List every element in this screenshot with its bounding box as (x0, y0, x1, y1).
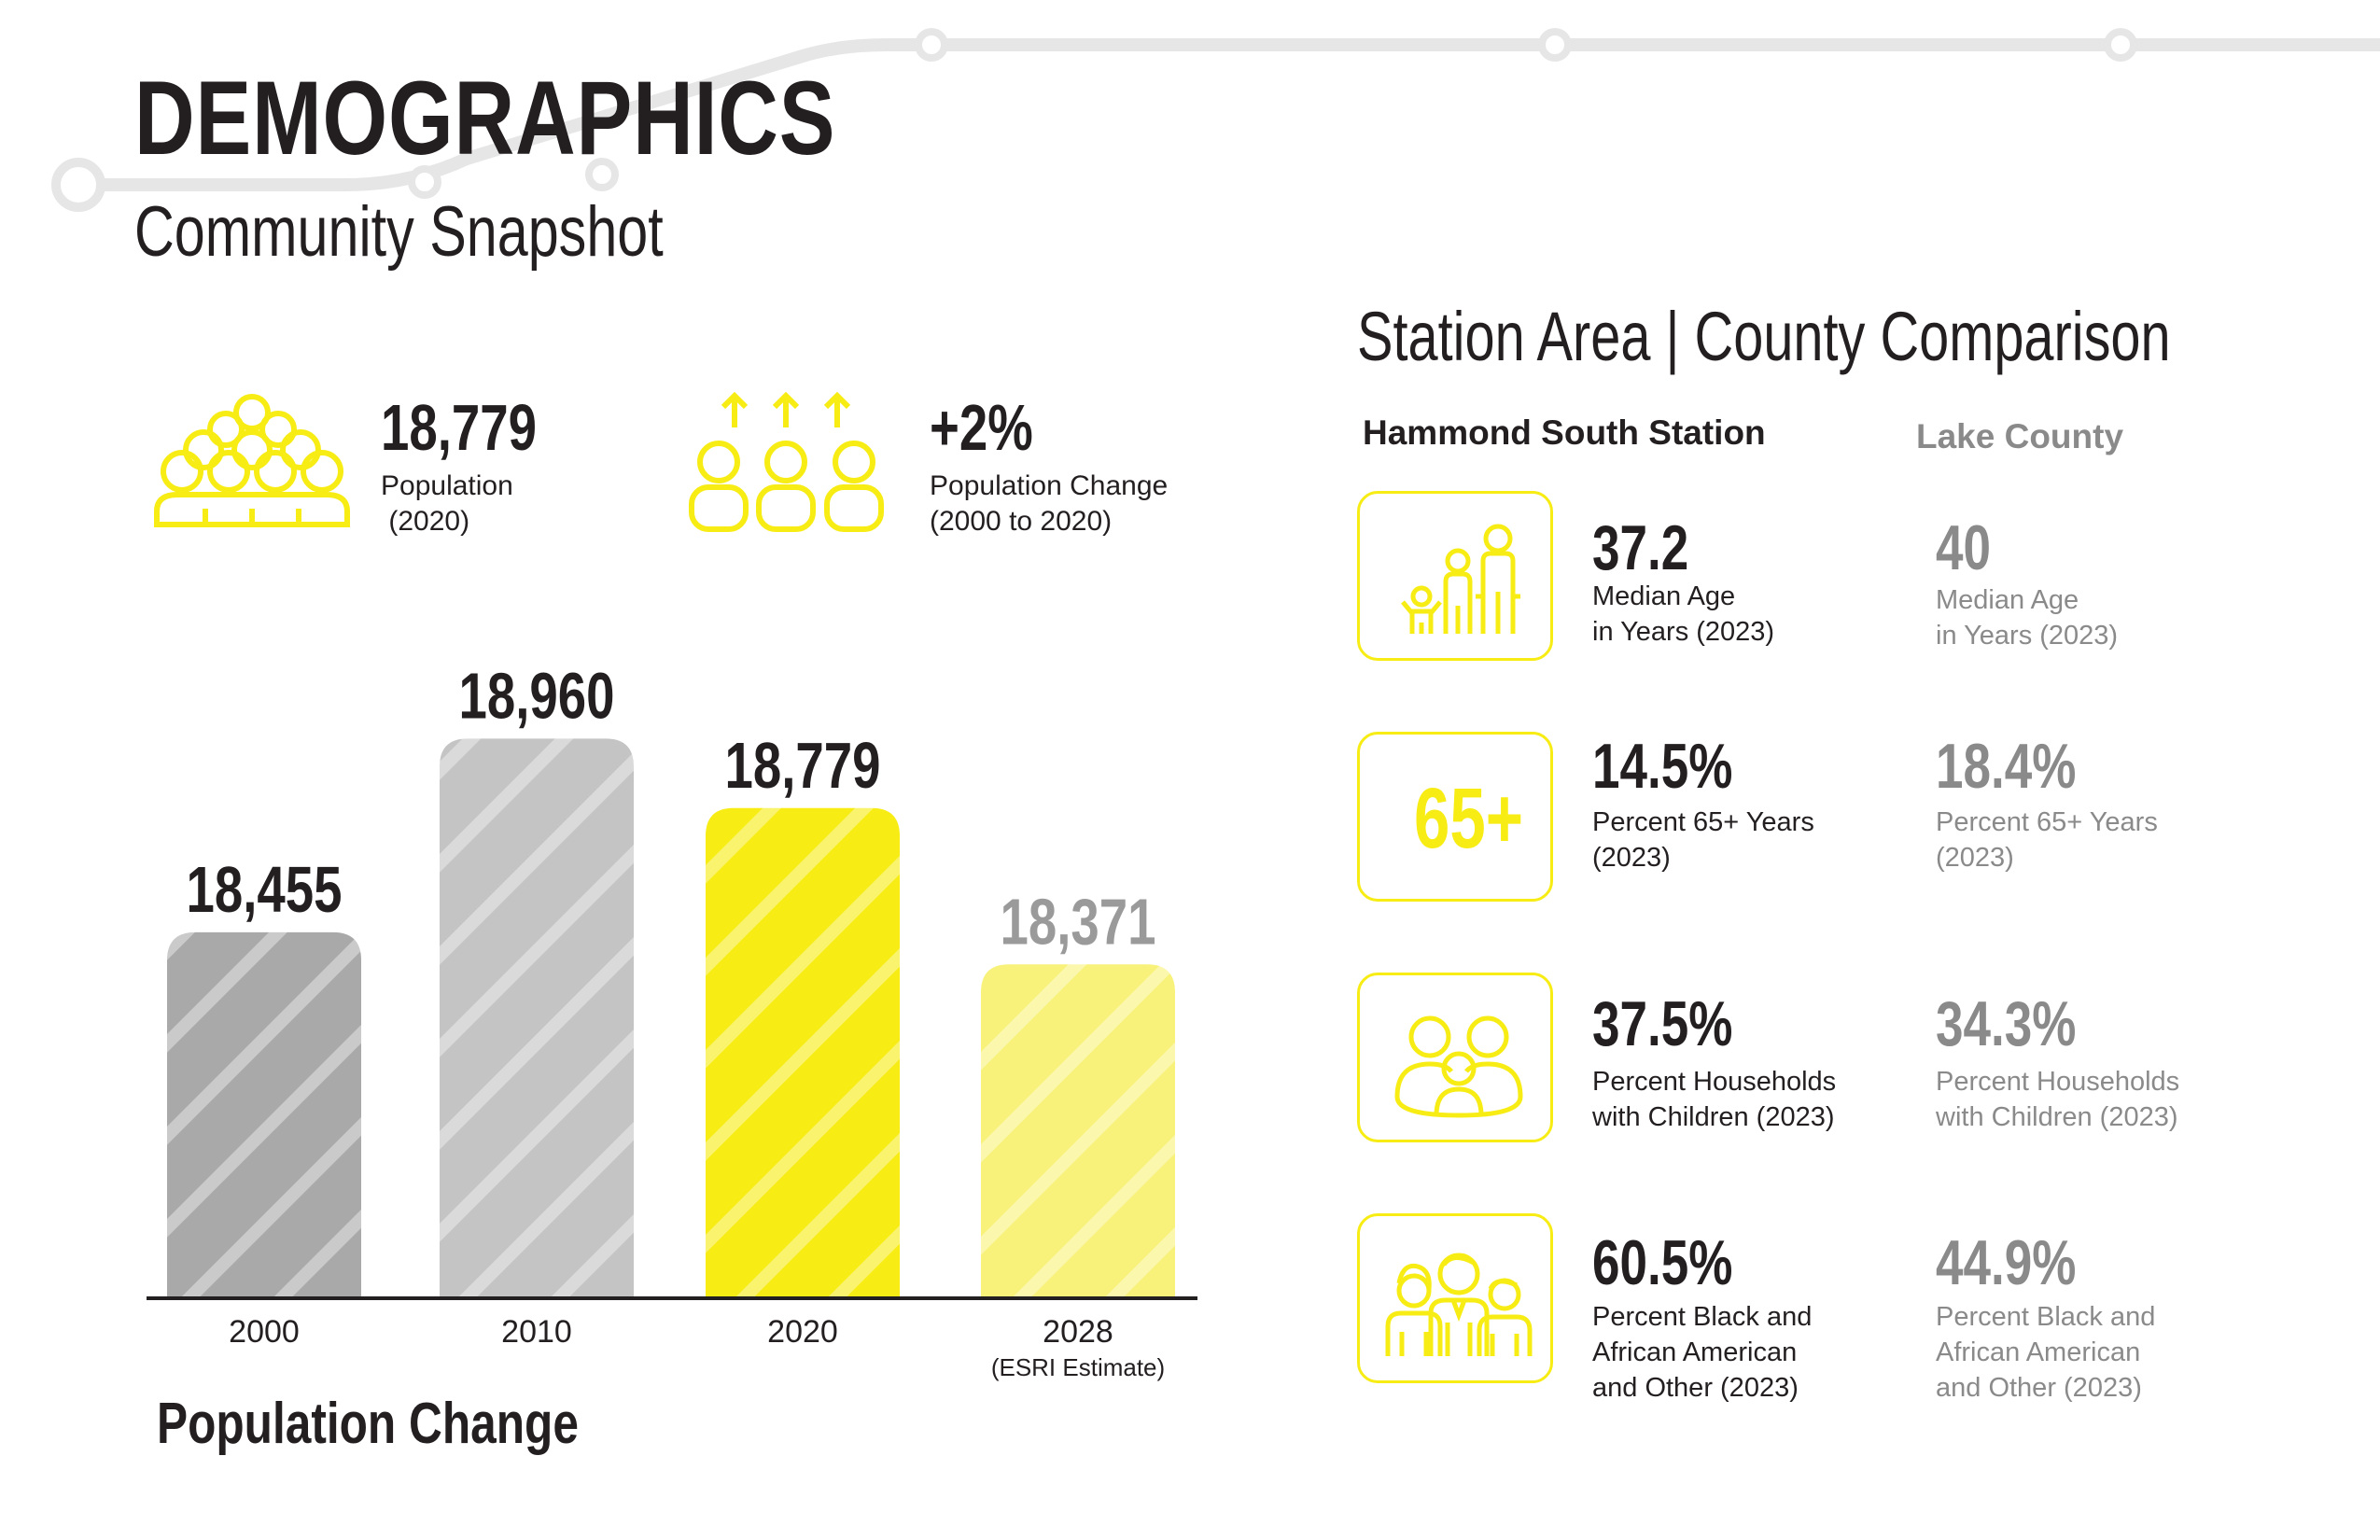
households-card (1357, 973, 1553, 1142)
station-65-label: Percent 65+ Years (2023) (1592, 807, 1814, 873)
bar-value-label: 18,371 (1001, 886, 1156, 959)
crowd-icon (154, 394, 350, 527)
bar-2010 (440, 738, 634, 1298)
population-label: Population (2020) (381, 470, 513, 537)
page-title: DEMOGRAPHICS (134, 60, 836, 176)
station-median-age-label: Median Age in Years (2023) (1592, 581, 1775, 647)
county-65-label: Percent 65+ Years (2023) (1936, 807, 2158, 873)
county-race-label: Percent Black and African American and O… (1936, 1302, 2156, 1403)
station-column-header: Hammond South Station (1363, 413, 1766, 452)
chart-title: Population Change (157, 1392, 579, 1456)
county-race-value: 44.9% (1936, 1227, 2077, 1298)
bar-2020 (706, 807, 900, 1298)
county-households-label: Percent Households with Children (2023) (1936, 1067, 2180, 1132)
race-card (1357, 1213, 1553, 1383)
median-age-card (1357, 491, 1553, 661)
transit-line-decoration (51, 28, 2380, 212)
county-column-header: Lake County (1916, 417, 2124, 455)
page-subtitle: Community Snapshot (134, 192, 664, 272)
bar-value-label: 18,960 (459, 660, 615, 733)
station-race-label: Percent Black and African American and O… (1592, 1302, 1813, 1403)
age-65-card: 65+ (1357, 732, 1553, 902)
bar-value-label: 18,455 (187, 853, 343, 926)
household-icon (1394, 1015, 1523, 1118)
diverse-people-icon (1385, 1253, 1533, 1356)
county-median-age-label: Median Age in Years (2023) (1936, 585, 2119, 651)
x-tick-label: 2020 (767, 1314, 838, 1350)
county-65-value: 18.4% (1936, 731, 2077, 802)
station-median-age-value: 37.2 (1592, 512, 1689, 583)
family-icon (1401, 524, 1520, 634)
station-households-label: Percent Households with Children (2023) (1592, 1067, 1837, 1132)
station-households-value: 37.5% (1592, 988, 1733, 1059)
station-race-value: 60.5% (1592, 1227, 1733, 1298)
population-change-label: Population Change (2000 to 2020) (930, 470, 1169, 537)
bar-value-label: 18,779 (725, 729, 881, 802)
population-bar-chart: 18,455 18,960 18,779 18,371 2000 2010 2020 202… (147, 660, 1197, 1381)
bar-2028 (981, 964, 1175, 1298)
x-tick-label: 2010 (501, 1314, 572, 1350)
population-value: 18,779 (381, 391, 538, 464)
county-median-age-value: 40 (1936, 512, 1991, 583)
x-tick-sublabel: (ESRI Estimate) (991, 1353, 1165, 1381)
population-change-value: +2% (930, 391, 1033, 464)
people-growth-icon (689, 392, 884, 532)
sixty-five-plus-icon: 65+ (1414, 771, 1524, 866)
station-65-value: 14.5% (1592, 731, 1733, 802)
comparison-title: Station Area | County Comparison (1357, 298, 2171, 375)
county-households-value: 34.3% (1936, 988, 2077, 1059)
x-tick-label: 2000 (229, 1314, 300, 1350)
bar-2000 (167, 931, 361, 1298)
x-tick-label: 2028 (1043, 1314, 1113, 1350)
